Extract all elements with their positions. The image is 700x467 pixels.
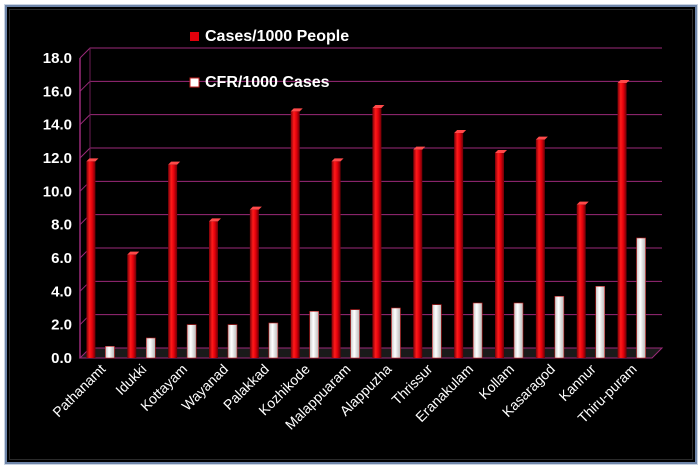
y-tick-label: 12.0 xyxy=(43,150,72,167)
bar-cases xyxy=(249,209,259,358)
legend: Cases/1000 People CFR/1000 Cases xyxy=(189,28,349,91)
gridline xyxy=(79,214,662,226)
bar-cfr xyxy=(472,302,483,359)
bar-cases-top xyxy=(127,251,140,255)
bar-cases xyxy=(127,254,137,358)
bar-cases-top xyxy=(617,80,630,83)
bar-cfr xyxy=(227,324,238,359)
y-tick-label: 18.0 xyxy=(43,50,72,67)
gridline xyxy=(79,80,662,92)
bar-cases xyxy=(413,149,423,358)
bar-cases-top xyxy=(209,218,221,222)
bar-cfr xyxy=(145,337,156,359)
x-tick-labels: Pathanamt IdukkiKottayamWayanadPalakkadKo… xyxy=(49,361,639,433)
bar-cases-top xyxy=(576,201,589,205)
gridline xyxy=(79,280,662,292)
legend-label: Cases/1000 People xyxy=(205,28,349,45)
x-tick-label: Pathanamt xyxy=(49,361,108,420)
axes xyxy=(78,48,664,359)
gridline xyxy=(79,47,662,59)
gridline xyxy=(79,114,662,126)
y-tick-label: 4.0 xyxy=(51,283,72,300)
legend-swatch xyxy=(190,32,199,41)
bar-cases xyxy=(331,161,341,358)
gridlines xyxy=(79,47,662,326)
bar-cfr xyxy=(431,304,442,359)
y-tick-label: 0.0 xyxy=(51,350,72,367)
bar-cases xyxy=(576,204,586,358)
bars xyxy=(86,80,646,359)
bar-cases xyxy=(535,139,545,358)
bar-cfr xyxy=(186,324,197,359)
bar-cases xyxy=(617,83,627,358)
bar-cases-top xyxy=(413,146,426,150)
bar-cfr xyxy=(350,309,360,359)
gridline xyxy=(79,180,662,192)
bar-cases xyxy=(454,133,464,358)
bar-cfr xyxy=(309,311,320,359)
x-tick-label: Idukki xyxy=(112,361,149,398)
bar-cases xyxy=(86,161,96,358)
legend-label: CFR/1000 Cases xyxy=(205,74,330,91)
y-tick-label: 14.0 xyxy=(43,117,72,134)
bar-cases xyxy=(372,108,382,358)
bar-cases xyxy=(495,153,504,358)
y-tick-label: 8.0 xyxy=(51,217,72,234)
gridline xyxy=(79,247,662,259)
bar-cfr xyxy=(105,346,115,359)
x-axis-floor xyxy=(78,347,664,359)
chart-frame-inner xyxy=(9,9,693,460)
y-tick-label: 10.0 xyxy=(43,183,72,200)
bar-cases-top xyxy=(495,150,507,153)
bar-cases xyxy=(209,221,218,358)
y-tick-labels: 0.0 2.0 4.0 6.0 8.0 10.0 12.0 14.0 16.0 18.0 xyxy=(43,50,72,367)
bar-cases-top xyxy=(168,161,181,165)
bar-cases-top xyxy=(535,136,548,140)
legend-swatch xyxy=(189,77,200,88)
bar-cases-top xyxy=(331,158,344,162)
bar-cases-top xyxy=(249,206,262,210)
bar-cfr xyxy=(595,286,606,359)
gridline xyxy=(79,314,662,326)
gridline xyxy=(79,147,662,159)
bar-cfr xyxy=(391,307,401,359)
bar-cfr xyxy=(513,302,524,359)
bar-cfr xyxy=(268,322,279,359)
bar-cases-top xyxy=(290,108,303,112)
bar-cfr xyxy=(636,237,646,359)
y-tick-label: 6.0 xyxy=(51,250,72,267)
bar-cases xyxy=(168,164,178,358)
bar-cases-top xyxy=(86,158,99,162)
bar-cases-top xyxy=(454,130,467,133)
bar-cases xyxy=(290,111,300,358)
bar-cfr xyxy=(554,296,565,359)
bar-cases-top xyxy=(372,105,385,108)
y-tick-label: 16.0 xyxy=(43,83,72,100)
y-tick-label: 2.0 xyxy=(51,317,72,334)
